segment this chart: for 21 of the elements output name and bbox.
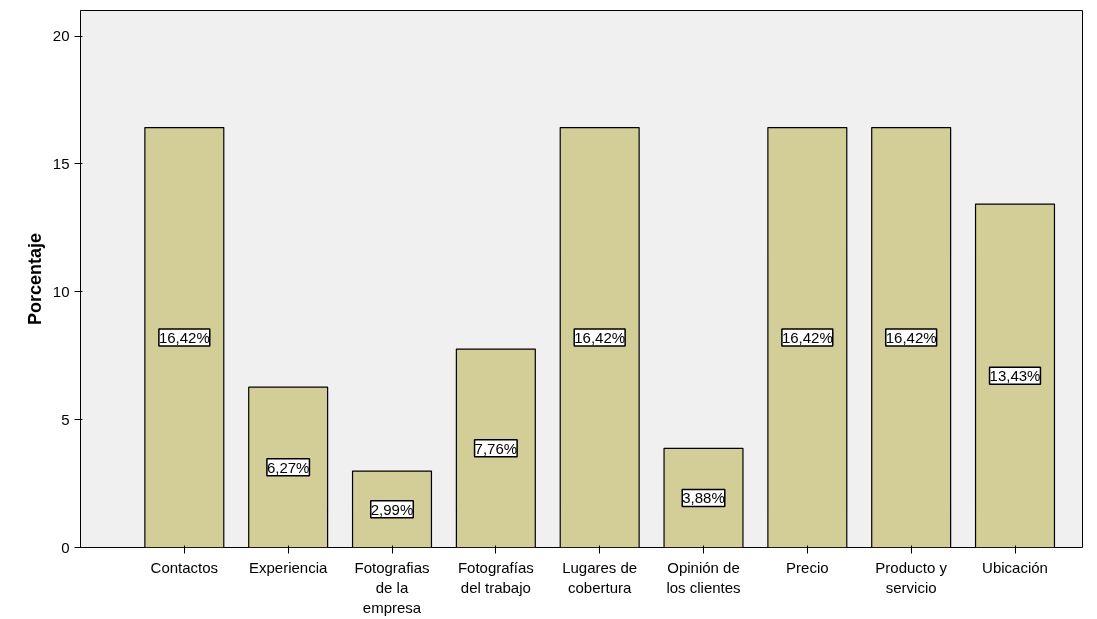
x-tick-label: Fotografias de la empresa: [354, 558, 430, 617]
x-tick-label: Precio: [786, 558, 829, 576]
y-tick-label: 10: [52, 282, 70, 300]
x-tick-label: Lugares de cobertura: [562, 558, 638, 596]
y-axis-title: Porcentaje: [24, 232, 45, 326]
y-tick-label: 15: [52, 154, 70, 172]
y-tick-label: 5: [61, 410, 70, 428]
x-tick-label: Ubicación: [982, 558, 1048, 576]
y-tick-label: 20: [52, 27, 70, 45]
x-tick-label: Experiencia: [248, 558, 329, 576]
data-label: 16,42%: [781, 329, 833, 347]
data-label: 3,88%: [682, 489, 725, 507]
x-tick-label: Producto y servicio: [875, 558, 948, 596]
x-tick-label: Fotografías del trabajo: [457, 558, 534, 596]
data-label: 16,42%: [158, 329, 210, 347]
data-label: 13,43%: [989, 367, 1041, 385]
data-label: 16,42%: [885, 329, 937, 347]
y-tick-label: 0: [61, 538, 70, 556]
data-label: 2,99%: [370, 500, 414, 518]
x-tick-label: Opinión de los clientes: [666, 558, 741, 596]
x-tick-label: Contactos: [150, 558, 219, 576]
